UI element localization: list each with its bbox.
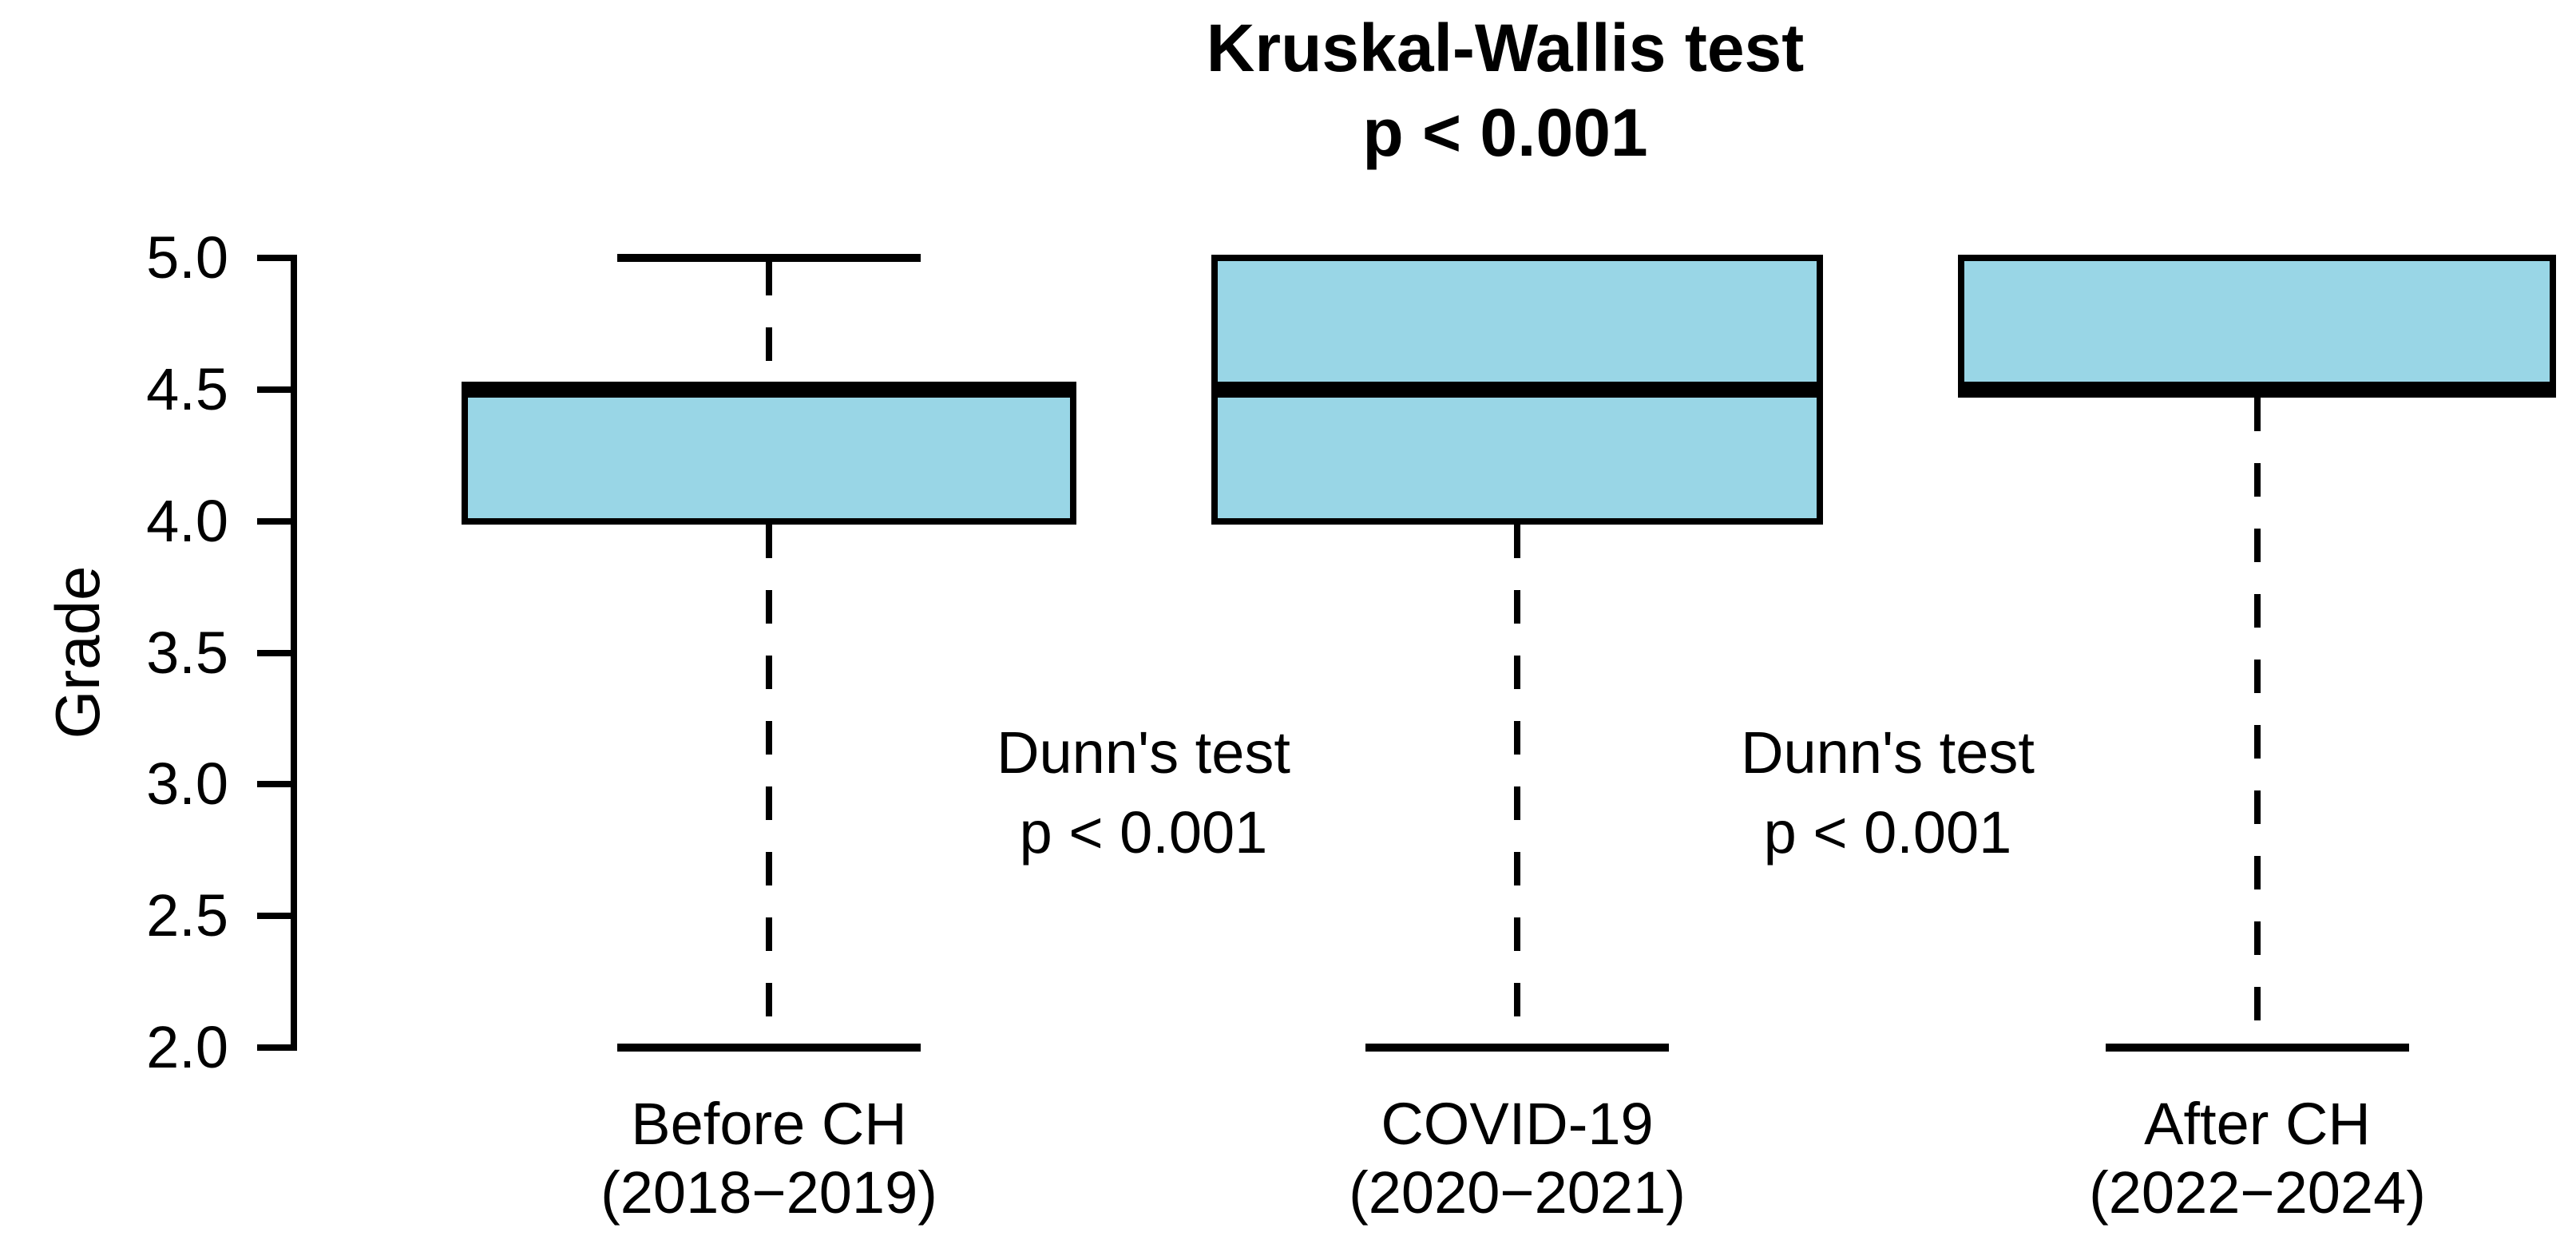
category-label-line1: After CH: [2144, 1091, 2371, 1157]
box-iqr: [1958, 255, 2556, 393]
lower-whisker-line: [1514, 525, 1520, 1044]
y-tick-label: 3.0: [146, 751, 228, 817]
upper-whisker-cap: [617, 254, 921, 262]
chart-title-line1: Kruskal-Wallis test: [1206, 10, 1805, 85]
y-tick-mark: [257, 255, 294, 261]
category-label-line2: (2018−2019): [600, 1159, 937, 1226]
dunns-test-pvalue: p < 0.001: [1019, 799, 1268, 866]
y-tick-mark: [257, 650, 294, 656]
box-iqr: [462, 386, 1076, 525]
y-tick-mark: [257, 913, 294, 919]
dunns-test-label: Dunn's test: [1741, 719, 2035, 786]
y-tick-mark: [257, 781, 294, 787]
y-axis-line: [291, 255, 297, 1051]
lower-whisker-line: [2254, 398, 2261, 1044]
y-tick-label: 5.0: [146, 224, 228, 291]
y-tick-mark: [257, 386, 294, 393]
median-line: [462, 382, 1076, 398]
y-tick-label: 4.5: [146, 356, 228, 422]
median-line: [1958, 382, 2556, 398]
category-label-line2: (2020−2021): [1349, 1159, 1686, 1226]
category-label-line2: (2022−2024): [2089, 1159, 2426, 1226]
dunns-test-pvalue: p < 0.001: [1763, 799, 2012, 866]
lower-whisker-cap: [617, 1044, 921, 1052]
y-tick-mark: [257, 518, 294, 525]
y-tick-label: 4.0: [146, 488, 228, 554]
lower-whisker-line: [766, 525, 772, 1044]
category-label-line1: Before CH: [631, 1091, 907, 1157]
chart-title-line2: p < 0.001: [1362, 95, 1648, 170]
dunns-test-label: Dunn's test: [997, 719, 1290, 786]
y-tick-label: 2.0: [146, 1014, 228, 1080]
lower-whisker-cap: [2106, 1044, 2409, 1052]
category-label-line1: COVID-19: [1381, 1091, 1654, 1157]
y-tick-label: 3.5: [146, 620, 228, 686]
median-line: [1211, 382, 1823, 398]
upper-whisker-line: [766, 262, 772, 386]
y-tick-mark: [257, 1044, 294, 1051]
lower-whisker-cap: [1365, 1044, 1669, 1052]
y-tick-label: 2.5: [146, 882, 228, 949]
